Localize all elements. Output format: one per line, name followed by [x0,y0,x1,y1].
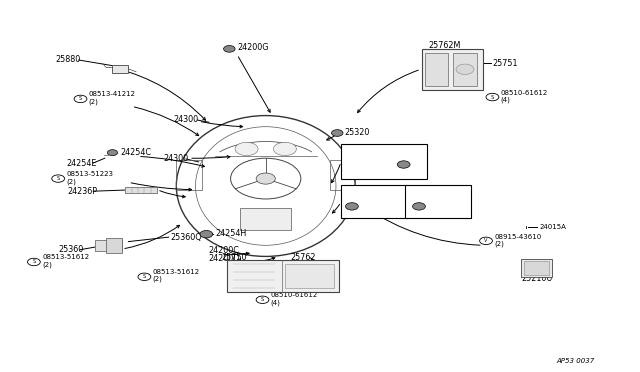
Circle shape [28,258,40,266]
Circle shape [346,203,358,210]
Text: 24015A: 24015A [539,224,566,230]
Text: FOR J: FOR J [348,147,366,153]
Text: 24200C: 24200C [208,246,239,255]
Circle shape [200,231,212,238]
Text: 24200D: 24200D [208,254,239,263]
Bar [227,260,339,292]
Circle shape [256,173,275,184]
Text: 25762: 25762 [290,253,316,262]
FancyBboxPatch shape [341,185,408,218]
Text: 25360Q: 25360Q [170,232,202,242]
Text: 24254H: 24254H [215,228,246,238]
Text: S: S [79,96,82,102]
Circle shape [108,150,118,155]
Text: 25751: 25751 [492,59,518,68]
Text: 25762M: 25762M [429,41,461,50]
Text: 08510-61612
(4): 08510-61612 (4) [271,292,318,306]
Ellipse shape [176,116,355,256]
Circle shape [235,142,258,155]
Bar [176,160,202,190]
Text: 08513-51612
(2): 08513-51612 (2) [153,269,200,282]
Bar [422,49,483,90]
Circle shape [479,237,492,244]
Bar [240,208,291,231]
FancyBboxPatch shape [341,144,427,179]
Circle shape [413,203,426,210]
Text: S: S [261,297,264,302]
Circle shape [223,45,235,52]
Bar [524,261,548,275]
Text: S: S [491,94,494,100]
Text: AP53 0037: AP53 0037 [556,358,595,364]
Text: 25320: 25320 [348,155,373,164]
Text: 24254C: 24254C [121,148,152,157]
Text: 08915-43610
(2): 08915-43610 (2) [494,234,541,247]
Text: 25360: 25360 [58,245,83,254]
Text: FOR AUTO: FOR AUTO [410,187,445,193]
Bar [125,187,157,193]
Text: 24300: 24300 [164,154,189,163]
Text: 08510-61612
(4): 08510-61612 (4) [500,90,548,103]
Bar [113,65,129,73]
Text: 08513-51223
(2): 08513-51223 (2) [67,171,113,185]
Bar [330,160,355,190]
Circle shape [52,175,65,182]
Text: 25390: 25390 [428,202,449,208]
Text: V: V [484,238,488,243]
Bar [426,52,448,86]
Circle shape [332,130,343,137]
Circle shape [256,296,269,304]
FancyBboxPatch shape [405,185,471,218]
Text: FOR J: FOR J [346,187,364,193]
Text: 24300: 24300 [173,115,198,124]
Bar [106,238,122,253]
Text: 24236P: 24236P [68,187,98,196]
Bar [453,52,477,86]
Circle shape [138,273,151,280]
Bar [95,240,122,251]
Text: 25880: 25880 [55,55,80,64]
Circle shape [486,93,499,101]
Circle shape [456,64,474,74]
Text: 25320M: 25320M [360,202,388,208]
Text: 24254E: 24254E [67,159,97,168]
Circle shape [74,95,87,103]
Text: 25320: 25320 [344,128,370,137]
Text: 24200G: 24200G [237,43,269,52]
Bar [521,259,552,277]
Text: 25750: 25750 [221,253,246,262]
Circle shape [273,142,296,155]
Text: S: S [33,260,35,264]
Text: 08513-41212
(2): 08513-41212 (2) [89,91,136,105]
Text: 08513-51612
(2): 08513-51612 (2) [42,254,90,268]
Text: 25210U: 25210U [521,274,552,283]
Bar [285,264,334,288]
Circle shape [397,161,410,168]
Text: S: S [143,274,146,279]
Text: S: S [56,176,60,181]
